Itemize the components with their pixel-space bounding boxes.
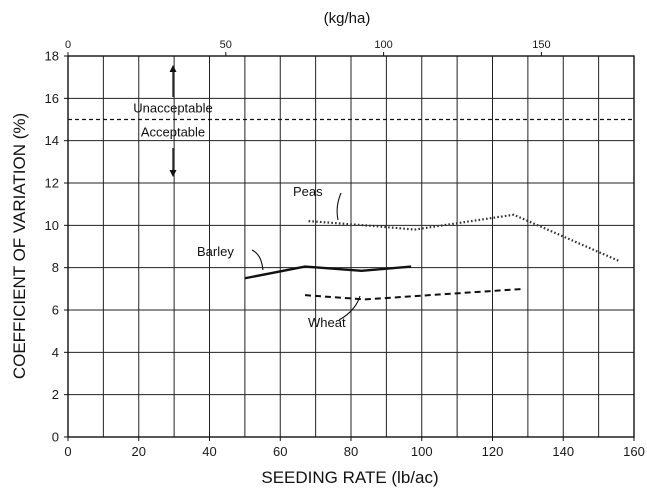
series-label-wheat: Wheat [308, 315, 346, 330]
top-tick-label: 0 [65, 39, 71, 51]
x-tick-label: 140 [552, 444, 574, 459]
y-tick-label: 2 [52, 387, 59, 402]
x-tick-label: 100 [411, 444, 433, 459]
annotation-layer: Unacceptable Acceptable Peas Barley Wheat [68, 65, 634, 330]
top-tick-label: 50 [220, 39, 232, 51]
series-label-peas: Peas [293, 184, 323, 199]
y-tick-label: 14 [45, 133, 59, 148]
y-tick-label: 16 [45, 91, 59, 106]
leader-line-peas [336, 192, 342, 221]
y-tick-label: 0 [52, 430, 59, 445]
top-tick-label: 150 [532, 39, 550, 51]
x-tick-label: 40 [202, 444, 216, 459]
y-tick-label: 8 [52, 260, 59, 275]
y-tick-label: 4 [52, 345, 59, 360]
x-tick-label: 60 [273, 444, 287, 459]
x-tick-label: 120 [482, 444, 504, 459]
x-tick-label: 0 [64, 444, 71, 459]
y-tick-label: 18 [45, 49, 59, 64]
y-axis-title: COEFFICIENT OF VARIATION (%) [10, 113, 29, 379]
series-line-peas [308, 213, 621, 263]
arrow-up-head-icon [169, 65, 177, 72]
y-tick-label: 6 [52, 303, 59, 318]
y-tick-label: 12 [45, 176, 59, 191]
leader-line-barley [251, 249, 264, 271]
top-tick-label: 100 [374, 39, 392, 51]
series-layer [244, 213, 621, 301]
series-line-wheat [304, 287, 525, 301]
top-axis-title: (kg/ha) [324, 10, 371, 27]
axis-layer: 0 20 40 60 80 100 120 140 160 0 2 4 6 8 10 12 14 16 18 0 50 1… [45, 39, 645, 459]
series-line-barley [244, 265, 412, 280]
x-tick-label: 80 [344, 444, 358, 459]
x-axis-title: SEEDING RATE (lb/ac) [261, 468, 438, 487]
arrow-down-head-icon [169, 170, 177, 177]
series-label-barley: Barley [197, 244, 234, 259]
x-tick-label: 20 [132, 444, 146, 459]
threshold-label-unacceptable: Unacceptable [133, 101, 213, 116]
leader-line-wheat [338, 295, 361, 321]
x-tick-label: 160 [623, 444, 645, 459]
y-tick-label: 10 [45, 218, 59, 233]
threshold-label-acceptable: Acceptable [141, 125, 205, 140]
